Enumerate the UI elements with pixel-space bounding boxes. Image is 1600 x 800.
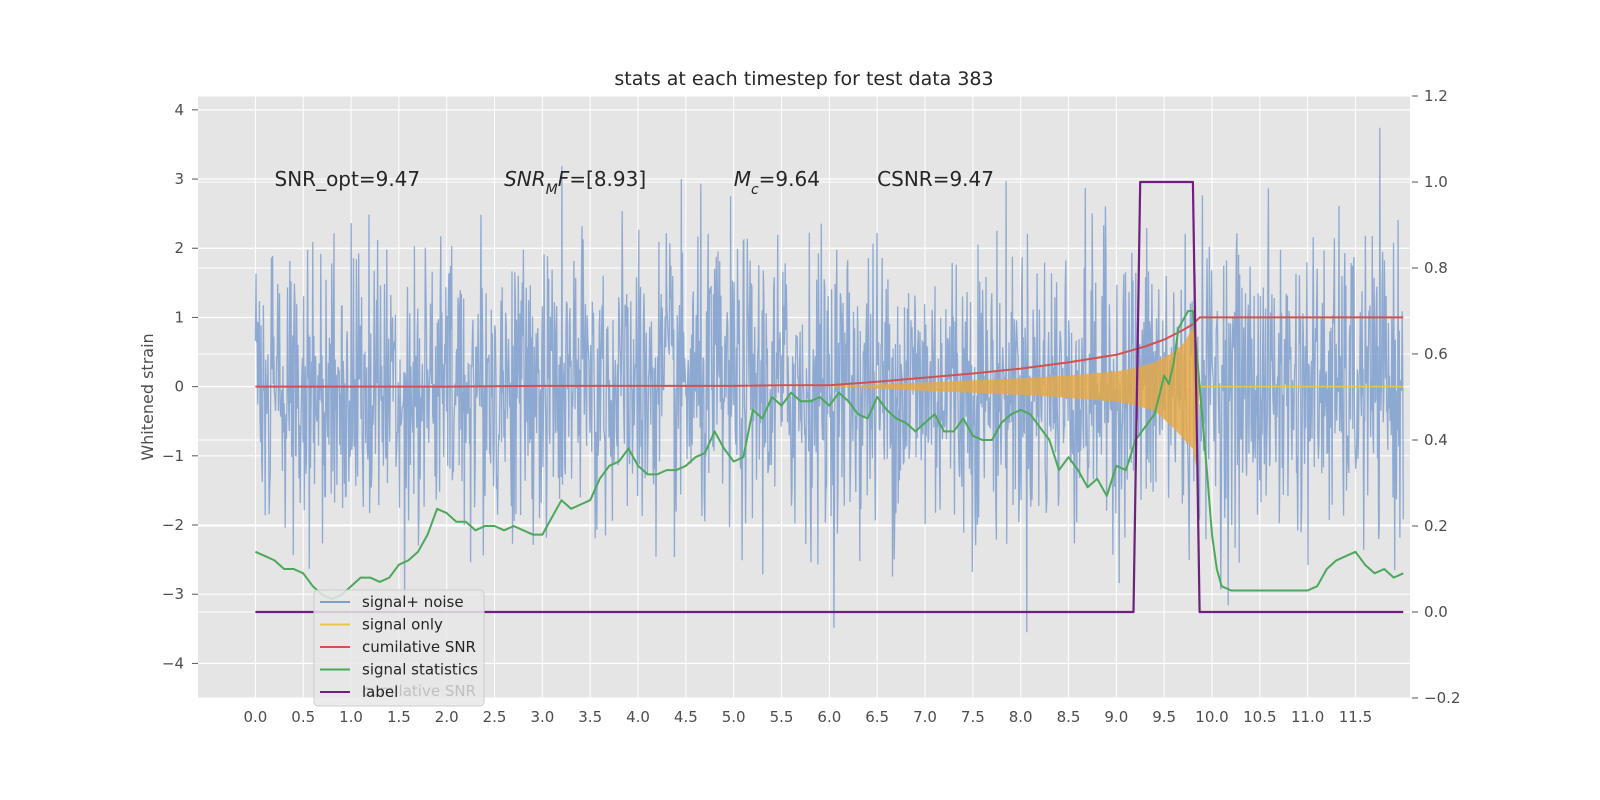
signal-noise-series [254,127,1404,633]
y-tick-label: 2 [174,239,184,257]
legend-box [313,589,485,707]
y-axis-left: −4 −3 −2 −1 0 1 2 3 4 [162,101,198,672]
x-tick-label: 8.5 [1057,708,1081,726]
y-right-tick-label: 0.0 [1424,603,1448,621]
legend-ghost-label: cumilative SNR [362,682,476,700]
y-axis-right: −0.2 0.0 0.2 0.4 0.6 0.8 1.0 1.2 [1412,87,1460,707]
annotation: Mc=9.64 [734,167,820,198]
signal-noise-line [254,127,1404,633]
x-tick-label: 9.0 [1104,708,1128,726]
x-tick-label: 9.5 [1152,708,1176,726]
cumulative-snr-series [255,316,1404,388]
y-right-tick-label: 1.2 [1424,87,1448,105]
y-axis-label: Whitened strain [138,333,157,460]
y-tick-label: 0 [174,378,184,396]
annotation: CSNR=9.47 [877,167,994,191]
label-line [255,180,1404,614]
x-tick-label: 2.0 [435,708,459,726]
x-tick-label: 3.5 [578,708,602,726]
legend-label: signal statistics [362,661,478,679]
y-right-tick-label: 0.4 [1424,431,1448,449]
legend-label: signal only [362,616,443,634]
x-tick-label: 2.5 [483,708,507,726]
label-series [255,180,1404,614]
y-right-tick-label: −0.2 [1424,689,1460,707]
y-right-tick-label: 0.2 [1424,517,1448,535]
legend: cumilative SNR signal+ noise signal only cu… [313,589,485,707]
signal-only-envelope [829,320,1404,467]
y-tick-label: −2 [162,516,184,534]
y-right-tick-label: 0.8 [1424,259,1448,277]
x-tick-label: 3.0 [530,708,554,726]
x-tick-label: 0.0 [243,708,267,726]
x-tick-label: 1.5 [387,708,411,726]
signal-statistics-series [254,310,1404,601]
legend-label: cumilative SNR [362,638,476,656]
y-tick-label: −3 [162,585,184,603]
x-tick-label: 8.0 [1009,708,1033,726]
x-tick-label: 1.0 [339,708,363,726]
y-right-tick-label: 1.0 [1424,173,1448,191]
y-tick-label: −1 [162,447,184,465]
y-tick-label: 3 [174,170,184,188]
y-right-tick-label: 0.6 [1424,345,1448,363]
x-tick-label: 7.0 [913,708,937,726]
signal-only-series [829,320,1404,467]
x-axis: 0.0 0.5 1.0 1.5 2.0 2.5 3.0 3.5 4.0 4.5 5.0 5.5 6.0 6… [243,708,1372,726]
y-tick-label: −4 [162,654,184,672]
x-tick-label: 4.5 [674,708,698,726]
signal-statistics-line [254,310,1404,601]
x-tick-label: 0.5 [291,708,315,726]
annotation: SNR_opt=9.47 [275,167,421,191]
x-tick-label: 7.5 [961,708,985,726]
x-tick-label: 6.0 [817,708,841,726]
cumulative-snr-line [255,316,1404,388]
legend-label: label [362,683,398,701]
y-tick-label: 4 [174,101,184,119]
x-tick-label: 11.5 [1339,708,1372,726]
x-tick-label: 10.5 [1243,708,1276,726]
chart-title: stats at each timestep for test data 383 [614,68,993,90]
annotation: SNRMF=[8.93] [504,167,646,198]
x-tick-label: 5.5 [770,708,794,726]
annotations: SNR_opt=9.47 SNRMF=[8.93] Mc=9.64 CSNR=9.47 [275,167,994,198]
y-tick-label: 1 [174,308,184,326]
x-tick-label: 10.0 [1195,708,1228,726]
legend-label: signal+ noise [362,593,464,611]
x-tick-label: 11.0 [1291,708,1324,726]
x-tick-label: 5.0 [722,708,746,726]
x-tick-label: 6.5 [865,708,889,726]
x-tick-label: 4.0 [626,708,650,726]
